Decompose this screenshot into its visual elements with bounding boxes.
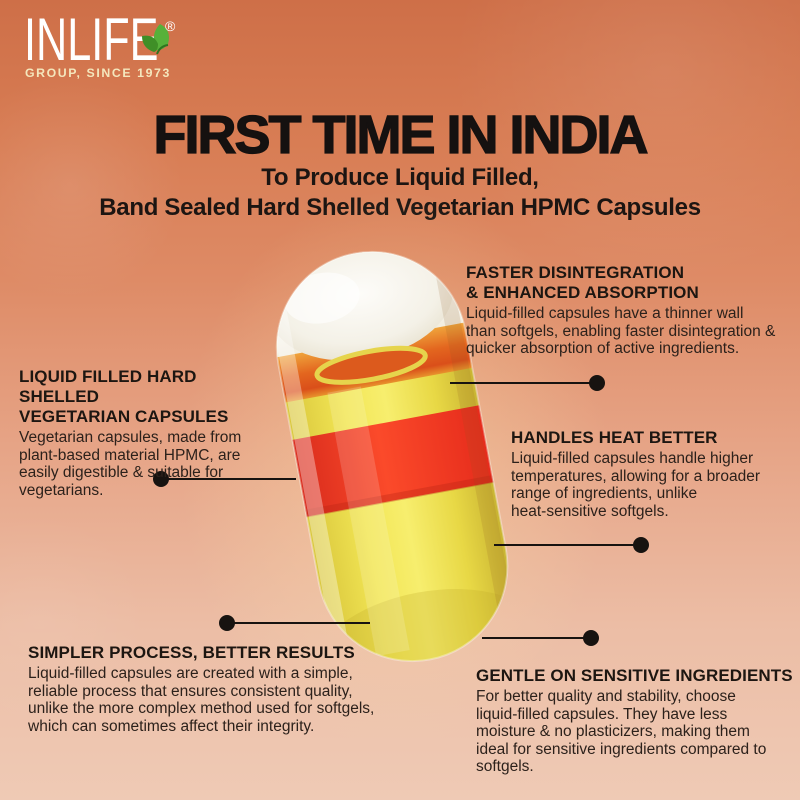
connector-dot-faster-disintegration [589,375,605,391]
leaf-icon [142,24,169,55]
callout-body: Liquid-filled capsules handle higher tem… [511,450,760,520]
connector-dot-simpler-process [219,615,235,631]
connector-line-liquid-filled [162,478,296,480]
connector-line-gentle-ingredients [482,637,591,639]
brand-tagline: GROUP, SINCE 1973 [25,66,171,80]
callout-heading: LIQUID FILLED HARD SHELLED VEGETARIAN CA… [19,367,229,426]
connector-line-handles-heat [494,544,641,546]
callout-handles-heat-better: HANDLES HEAT BETTER Liquid-filled capsul… [511,428,796,520]
connector-line-faster-disintegration [450,382,596,384]
registered-trademark: ® [165,18,176,34]
connector-dot-liquid-filled [153,471,169,487]
connector-line-simpler-process [228,622,370,624]
callout-simpler-process: SIMPLER PROCESS, BETTER RESULTS Liquid-f… [28,643,413,735]
brand-name: INLIFE [24,6,159,73]
callout-heading: FASTER DISINTEGRATION & ENHANCED ABSORPT… [466,263,699,302]
callout-body: Liquid-filled capsules have a thinner wa… [466,305,776,358]
callout-heading: SIMPLER PROCESS, BETTER RESULTS [28,643,355,662]
callout-heading: HANDLES HEAT BETTER [511,428,718,447]
callout-faster-disintegration: FASTER DISINTEGRATION & ENHANCED ABSORPT… [466,263,800,358]
page-title: FIRST TIME IN INDIA [153,104,649,165]
callout-body: For better quality and stability, choose… [476,688,767,776]
callout-gentle-on-sensitive-ingredients: GENTLE ON SENSITIVE INGREDIENTS For bett… [476,666,800,776]
callout-heading: GENTLE ON SENSITIVE INGREDIENTS [476,666,793,685]
callout-body: Vegetarian capsules, made from plant-bas… [19,429,242,499]
callout-body: Liquid-filled capsules are created with … [28,665,375,735]
callout-liquid-filled-hard-shelled: LIQUID FILLED HARD SHELLED VEGETARIAN CA… [19,367,281,499]
connector-dot-gentle-ingredients [583,630,599,646]
connector-dot-handles-heat [633,537,649,553]
brand-logo: INLIFE ® GROUP, SINCE 1973 [24,6,211,81]
